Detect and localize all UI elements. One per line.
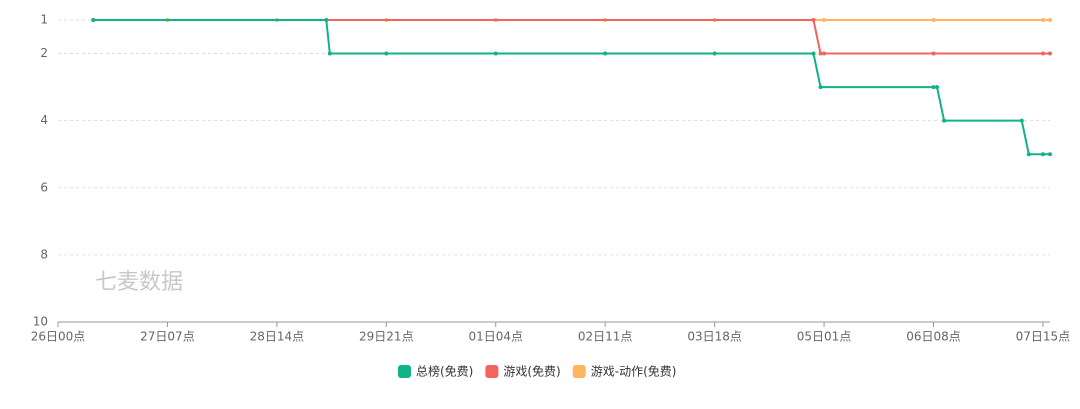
legend-swatch bbox=[398, 365, 411, 378]
legend-label: 总榜(免费) bbox=[416, 364, 473, 379]
x-tick-label: 05日01点 bbox=[797, 330, 852, 344]
point bbox=[811, 18, 816, 22]
x-tick-label: 06日08点 bbox=[906, 330, 961, 344]
point bbox=[931, 51, 936, 56]
x-tick-label: 26日00点 bbox=[31, 330, 86, 344]
point bbox=[91, 18, 96, 22]
point bbox=[818, 51, 823, 56]
point bbox=[1026, 152, 1031, 157]
x-tick-label: 29日21点 bbox=[359, 330, 414, 344]
point bbox=[324, 18, 329, 22]
legend-item: 游戏(免费) bbox=[485, 364, 561, 379]
point bbox=[818, 85, 823, 90]
legend-label: 游戏-动作(免费) bbox=[591, 364, 677, 379]
watermark: 七麦数据 bbox=[95, 270, 183, 295]
point bbox=[1048, 18, 1052, 22]
point bbox=[942, 118, 947, 123]
point bbox=[327, 51, 332, 56]
x-tick-label: 07日15点 bbox=[1016, 330, 1071, 344]
series-line bbox=[93, 19, 1050, 156]
x-tick-label: 27日07点 bbox=[140, 330, 195, 344]
legend-label: 游戏(免费) bbox=[503, 364, 560, 379]
point bbox=[1048, 152, 1052, 157]
point bbox=[822, 18, 827, 22]
point bbox=[811, 51, 816, 56]
point bbox=[384, 51, 389, 56]
x-tick-label: 01日04点 bbox=[468, 330, 523, 344]
point bbox=[931, 85, 936, 90]
y-tick-label: 6 bbox=[40, 180, 48, 194]
y-tick-label: 1 bbox=[40, 13, 48, 27]
y-tick-label: 8 bbox=[40, 247, 48, 261]
point bbox=[493, 51, 498, 56]
y-tick-label: 4 bbox=[40, 113, 48, 127]
point bbox=[1040, 152, 1045, 157]
series-line bbox=[93, 19, 1050, 55]
y-tick-label: 10 bbox=[33, 315, 48, 329]
point bbox=[822, 51, 827, 56]
legend-swatch bbox=[485, 365, 499, 378]
point bbox=[931, 18, 936, 22]
point bbox=[712, 51, 717, 56]
point bbox=[1019, 118, 1024, 123]
legend-swatch bbox=[572, 365, 586, 378]
x-tick-label: 02日11点 bbox=[578, 330, 633, 344]
y-tick-label: 2 bbox=[40, 46, 48, 60]
legend-item: 总榜(免费) bbox=[398, 364, 473, 379]
x-tick-label: 28日14点 bbox=[250, 330, 305, 344]
point bbox=[935, 85, 940, 90]
legend-item: 游戏-动作(免费) bbox=[572, 364, 677, 379]
x-tick-label: 03日18点 bbox=[687, 330, 742, 344]
point bbox=[1048, 51, 1052, 56]
point bbox=[1040, 51, 1045, 56]
point bbox=[1040, 18, 1045, 22]
point bbox=[603, 51, 608, 56]
